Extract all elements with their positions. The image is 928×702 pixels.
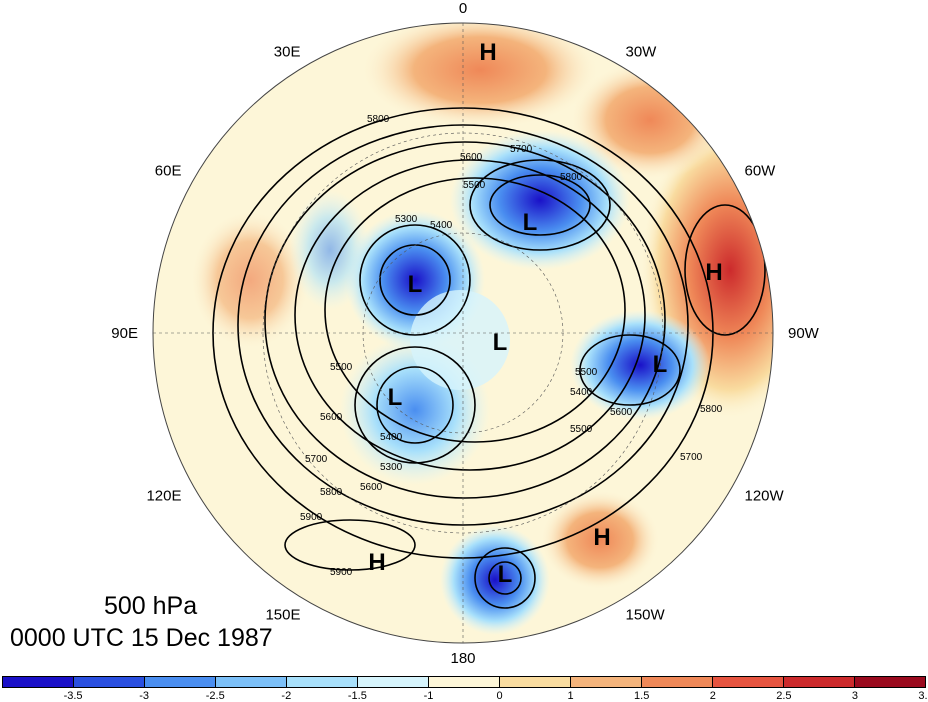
longitude-label: 120E [146,488,181,505]
contour-value-label: 5900 [330,567,353,578]
contour-value-label: 5700 [680,452,703,463]
colorbar-tick-label: -2 [281,690,292,702]
colorbar-tick-label: -3.5 [63,690,83,702]
contour-labels: 5800 5700 5600 5500 5400 5300 5500 5600 5700 5800… [300,114,723,578]
colorbar-segment [287,677,358,687]
longitude-label: 150E [265,607,300,624]
contour-value-label: 5500 [570,424,593,435]
contour-value-label: 5500 [575,367,598,378]
contour-value-label: 5600 [360,482,383,493]
valid-time-title: 0000 UTC 15 Dec 1987 [10,624,273,652]
contour-value-label: 5700 [510,144,533,155]
contour-value-label: 5600 [610,407,633,418]
colorbar-tick-label: 0 [496,690,503,702]
colorbar-tick-label: -2.5 [205,690,225,702]
colorbar-segment [855,677,925,687]
longitude-label: 30W [626,44,658,61]
longitude-label: 90W [788,325,820,342]
contour-value-label: 5300 [395,214,418,225]
contour-value-label: 5400 [430,220,453,231]
pressure-level-title: 500 hPa [104,592,198,620]
colorbar-tick-label: -1.5 [347,690,367,702]
contour-value-label: 5800 [320,487,343,498]
longitude-label: 60W [745,163,777,180]
longitude-label: 0 [459,0,467,17]
low-pressure-label: L [408,271,423,298]
contour-value-label: 5900 [300,512,323,523]
longitude-label: 120W [745,488,785,505]
high-pressure-label: H [479,39,496,66]
high-pressure-label: H [593,524,610,551]
colorbar-segment [642,677,713,687]
contour-value-label: 5400 [570,387,593,398]
colorbar-segment [571,677,642,687]
colorbar-tick-label: -1 [423,690,434,702]
low-pressure-label: L [498,561,513,588]
colorbar-ticks: -3.5 -3 -2.5 -2 -1.5 -1 0 1 1.5 2 2.5 3 3.5 [2,690,928,702]
longitude-label: 150W [626,607,666,624]
contour-value-label: 5300 [380,462,403,473]
pressure-center-labels: H H H H L L L L L L [368,39,722,588]
graticule [153,23,773,643]
contour-value-label: 5400 [380,432,403,443]
colorbar-tick-label: 3.5 [918,690,928,702]
colorbar [2,676,926,688]
colorbar-segment [358,677,429,687]
low-pressure-label: L [388,384,403,411]
contour-value-label: 5500 [330,362,353,373]
contour-value-label: 5800 [700,404,723,415]
colorbar-segment [216,677,287,687]
colorbar-segment [3,677,74,687]
colorbar-segment [74,677,145,687]
high-pressure-label: H [368,549,385,576]
low-pressure-label: L [653,351,668,378]
colorbar-segment [429,677,500,687]
contour-value-label: 5800 [560,172,583,183]
contour-value-label: 5600 [460,152,483,163]
colorbar-tick-label: 2.5 [776,690,792,702]
polar-map: 0 30W 60W 90W 120W 150W 180 150E 120E 90E 60E 30E 5… [111,0,819,667]
low-pressure-label: L [523,209,538,236]
contour-value-label: 5700 [305,454,328,465]
contour-value-label: 5600 [320,412,343,423]
colorbar-tick-label: 1.5 [634,690,650,702]
high-pressure-label: H [705,259,722,286]
colorbar-tick-label: -3 [139,690,150,702]
colorbar-tick-label: 2 [709,690,716,702]
colorbar-segment [500,677,571,687]
contour-value-label: 5500 [463,180,486,191]
longitude-label: 60E [155,163,182,180]
longitude-label: 180 [450,650,475,667]
low-pressure-label: L [493,329,508,356]
map-boundary [152,22,774,644]
colorbar-segment [145,677,216,687]
colorbar-tick-label: 1 [567,690,574,702]
longitude-labels: 0 30W 60W 90W 120W 150W 180 150E 120E 90E 60E 30E [111,0,819,667]
longitude-label: 30E [274,44,301,61]
colorbar-segment [713,677,784,687]
contour-value-label: 5800 [367,114,390,125]
colorbar-tick-label: 3 [851,690,858,702]
colorbar-segment [784,677,855,687]
longitude-label: 90E [111,325,138,342]
